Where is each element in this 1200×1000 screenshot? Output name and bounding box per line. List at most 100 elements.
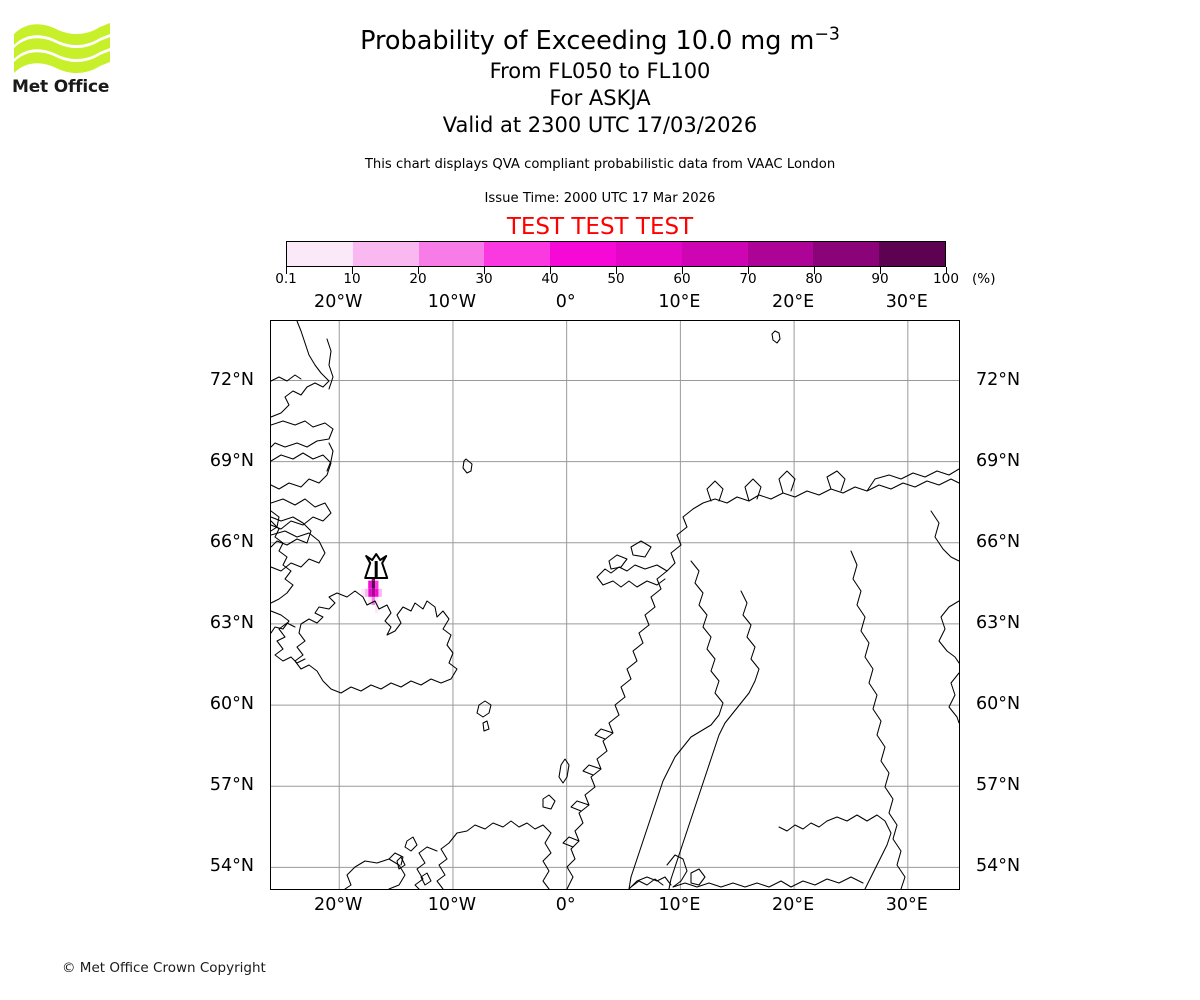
lat-label-right-66°N: 66°N [976,531,1021,552]
lat-label-right-60°N: 60°N [976,694,1021,715]
coastline-greenland-bay [326,442,334,472]
coastline-finnmark-fjords [706,480,724,502]
coastline-white-sea [930,510,959,562]
coastline-vesteralen [630,540,652,558]
ash-cell [368,580,372,589]
longitude-axis-bottom: 20°W 10°W 0° 10°E 20°E 30°E [270,895,960,917]
coastline-finland-east [850,550,906,889]
coastline-norway-fjords-3 [582,764,602,776]
colorbar-segment-6 [681,242,748,266]
coastlines [271,321,959,889]
coastline-russia-1 [938,600,959,664]
map-frame[interactable] [270,320,960,890]
colorbar-tick-20 [418,267,420,274]
lat-label-right-54°N: 54°N [976,856,1021,877]
coastline-greenland [271,321,330,418]
coastline-denmark-islands [690,868,706,886]
colorbar-segment-5 [615,242,682,266]
coastline-orkney [542,794,556,810]
map-canvas[interactable] [271,321,959,889]
colorbar-segment-3 [484,242,551,266]
coastline-gulf-of-finland [778,820,828,832]
colorbar-tick-40 [550,267,552,274]
ash-cell [371,596,376,605]
colorbar-label-60: 60 [673,271,691,287]
coastline-faroe-islands-2 [482,720,490,732]
lat-label-left-57°N: 57°N [209,775,254,796]
coastline-hebrides-2 [396,856,406,870]
colorbar-label-30: 30 [475,271,493,287]
coastline-shetland [558,758,570,784]
coastline-finnmark-fjords-3 [778,470,796,494]
coastline-greenland-lower [271,516,312,548]
coastline-baltic-states [826,814,892,889]
lat-label-right-57°N: 57°N [976,775,1021,796]
lon-label-top-20°E: 20°E [772,292,815,312]
coastline-greenland-fjords-1 [271,420,334,448]
coastline-greenland-south [271,510,280,532]
coastline-norway-west [566,570,668,889]
colorbar-segment-1 [352,242,419,266]
lon-label-top-30°E: 30°E [885,292,928,312]
coastline-norway-north [666,478,959,572]
ash-cell [368,596,372,605]
coastline-greenland-saw [271,520,294,604]
coastline-iceland-westfjords [274,622,306,664]
lat-label-right-69°N: 69°N [976,450,1021,471]
ash-cell [364,588,369,597]
colorbar-label-90: 90 [871,271,889,287]
coastline-netherlands [630,878,664,888]
coastline-jan-mayen [462,458,473,474]
lon-label-top-10°W: 10°W [427,292,477,312]
coastline-sweden-east [628,560,724,889]
ash-cell [375,580,379,589]
graticule-gridlines [271,321,959,889]
colorbar-tick-50 [616,267,618,274]
coastline-kola [866,468,959,492]
ash-cell [375,588,379,597]
met-office-wordmark: Met Office [12,77,110,97]
ash-cell [378,588,382,597]
colorbar-tick-60 [682,267,684,274]
lon-label-top-20°W: 20°W [314,292,363,312]
lon-label-bottom-0°: 0° [555,895,576,915]
colorbar-tick-80 [814,267,816,274]
colorbar-tick-labels: 0.1 10 20 30 40 50 60 70 80 90 100 [275,271,959,289]
coastline-faroe-islands [476,700,492,718]
ash-cell [375,596,379,605]
colorbar-label-100: 100 [933,271,959,287]
lat-label-left-72°N: 72°N [209,369,254,390]
volcano-marker-askja[interactable] [364,553,389,580]
coastline-norway-fjords-1 [562,836,580,848]
coastline-bear-island [771,330,781,344]
lon-label-bottom-10°W: 10°W [427,895,477,915]
coastline-iceland [294,590,458,694]
coastline-norway-lofoten [596,564,668,588]
colorbar-tick-0.1 [286,267,288,274]
colorbar-ticks [286,267,948,277]
lon-label-top-0°: 0° [555,292,576,312]
issue-time-label: Issue Time: 2000 UTC 17 Mar 2026 [484,191,716,206]
colorbar-segment-4 [550,242,616,266]
coastline-greenland-peninsula [271,530,326,572]
map-panel[interactable] [270,320,960,890]
coastline-hebrides-1 [404,836,418,852]
ash-cell [371,588,376,597]
coastline-great-britain [436,820,552,889]
coastline-greenland-tail [271,610,290,634]
coastline-hebrides-3 [420,872,432,886]
met-office-wave-logo-icon [14,23,110,74]
copyright-notice: © Met Office Crown Copyright [62,960,266,976]
lat-label-left-69°N: 69°N [209,450,254,471]
colorbar-label-50: 50 [607,271,625,287]
coastline-greenland-fjords-2 [271,452,332,490]
longitude-axis-top: 20°W 10°W 0° 10°E 20°E 30°E [270,292,960,314]
ash-cell [368,588,372,597]
colorbar-label-80: 80 [805,271,823,287]
coastline-greenland-fjords-3 [271,498,332,530]
ash-cell [375,605,379,614]
flight-level-line: From FL050 to FL100 [489,59,711,83]
colorbar-label-20: 20 [409,271,427,287]
lon-label-bottom-10°E: 10°E [658,895,701,915]
lat-label-left-54°N: 54°N [209,856,254,877]
